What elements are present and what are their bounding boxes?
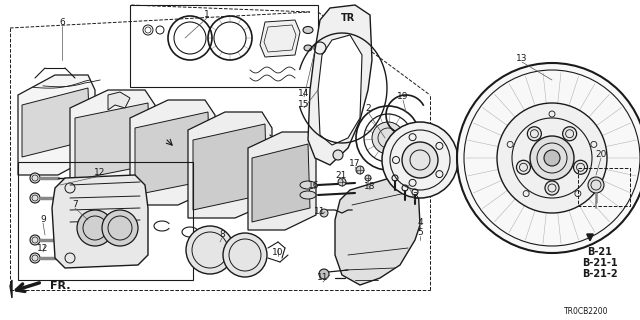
Text: 6: 6 bbox=[59, 18, 65, 27]
Circle shape bbox=[544, 150, 560, 166]
Text: 15: 15 bbox=[298, 100, 310, 108]
Text: TR0CB2200: TR0CB2200 bbox=[563, 308, 608, 316]
Polygon shape bbox=[248, 132, 316, 230]
Text: 4: 4 bbox=[417, 218, 423, 227]
Circle shape bbox=[356, 166, 364, 174]
Text: B-21-1: B-21-1 bbox=[582, 258, 618, 268]
Polygon shape bbox=[52, 175, 148, 268]
Polygon shape bbox=[70, 90, 155, 192]
Ellipse shape bbox=[300, 191, 316, 199]
Bar bbox=[130, 5, 318, 87]
Text: 5: 5 bbox=[417, 228, 423, 236]
Circle shape bbox=[530, 136, 574, 180]
Text: 8: 8 bbox=[219, 229, 225, 238]
Polygon shape bbox=[318, 35, 362, 145]
Text: 16: 16 bbox=[308, 180, 320, 189]
Polygon shape bbox=[75, 103, 150, 180]
Text: 20: 20 bbox=[595, 149, 607, 158]
Circle shape bbox=[588, 177, 604, 193]
Text: 17: 17 bbox=[349, 158, 361, 167]
Text: 14: 14 bbox=[298, 89, 310, 98]
Bar bbox=[18, 162, 193, 280]
Circle shape bbox=[516, 160, 531, 174]
Text: 11: 11 bbox=[317, 274, 329, 283]
Circle shape bbox=[77, 210, 113, 246]
Polygon shape bbox=[188, 112, 272, 218]
Circle shape bbox=[102, 210, 138, 246]
Ellipse shape bbox=[304, 45, 312, 51]
Circle shape bbox=[563, 127, 577, 141]
Circle shape bbox=[30, 193, 40, 203]
Circle shape bbox=[382, 122, 458, 198]
Polygon shape bbox=[252, 144, 310, 222]
Bar bbox=[578, 168, 630, 206]
Circle shape bbox=[223, 233, 267, 277]
Polygon shape bbox=[10, 280, 12, 298]
Polygon shape bbox=[308, 5, 372, 165]
Circle shape bbox=[30, 253, 40, 263]
Circle shape bbox=[333, 150, 343, 160]
Polygon shape bbox=[108, 92, 130, 110]
Polygon shape bbox=[335, 175, 420, 285]
Text: 10: 10 bbox=[272, 247, 284, 257]
Circle shape bbox=[457, 63, 640, 253]
Text: 13: 13 bbox=[516, 53, 528, 62]
Text: TR: TR bbox=[341, 13, 355, 23]
Polygon shape bbox=[260, 20, 300, 57]
Circle shape bbox=[402, 142, 438, 178]
Circle shape bbox=[527, 127, 541, 141]
Text: 2: 2 bbox=[365, 103, 371, 113]
Text: 12: 12 bbox=[94, 167, 106, 177]
Circle shape bbox=[497, 103, 607, 213]
Text: 21: 21 bbox=[335, 171, 347, 180]
Circle shape bbox=[545, 181, 559, 195]
Polygon shape bbox=[135, 112, 210, 195]
Circle shape bbox=[338, 178, 346, 186]
Circle shape bbox=[319, 269, 329, 279]
Text: 9: 9 bbox=[40, 214, 46, 223]
Ellipse shape bbox=[300, 181, 316, 189]
Circle shape bbox=[186, 226, 234, 274]
Text: 7: 7 bbox=[72, 199, 78, 209]
Text: FR.: FR. bbox=[50, 281, 70, 291]
Text: 3: 3 bbox=[412, 191, 418, 201]
Circle shape bbox=[573, 160, 588, 174]
Text: B-21-2: B-21-2 bbox=[582, 269, 618, 279]
Circle shape bbox=[365, 175, 371, 181]
Polygon shape bbox=[130, 100, 215, 205]
Circle shape bbox=[320, 209, 328, 217]
Polygon shape bbox=[193, 124, 267, 210]
Text: 19: 19 bbox=[397, 92, 409, 100]
Circle shape bbox=[30, 173, 40, 183]
Text: 18: 18 bbox=[364, 181, 376, 190]
Text: 12: 12 bbox=[37, 244, 49, 252]
Text: 1: 1 bbox=[204, 10, 210, 19]
Text: B-21: B-21 bbox=[588, 247, 612, 257]
Polygon shape bbox=[18, 75, 95, 175]
Circle shape bbox=[30, 235, 40, 245]
Polygon shape bbox=[22, 88, 90, 157]
Ellipse shape bbox=[303, 27, 313, 34]
Text: 11: 11 bbox=[314, 206, 326, 215]
Circle shape bbox=[372, 122, 404, 154]
